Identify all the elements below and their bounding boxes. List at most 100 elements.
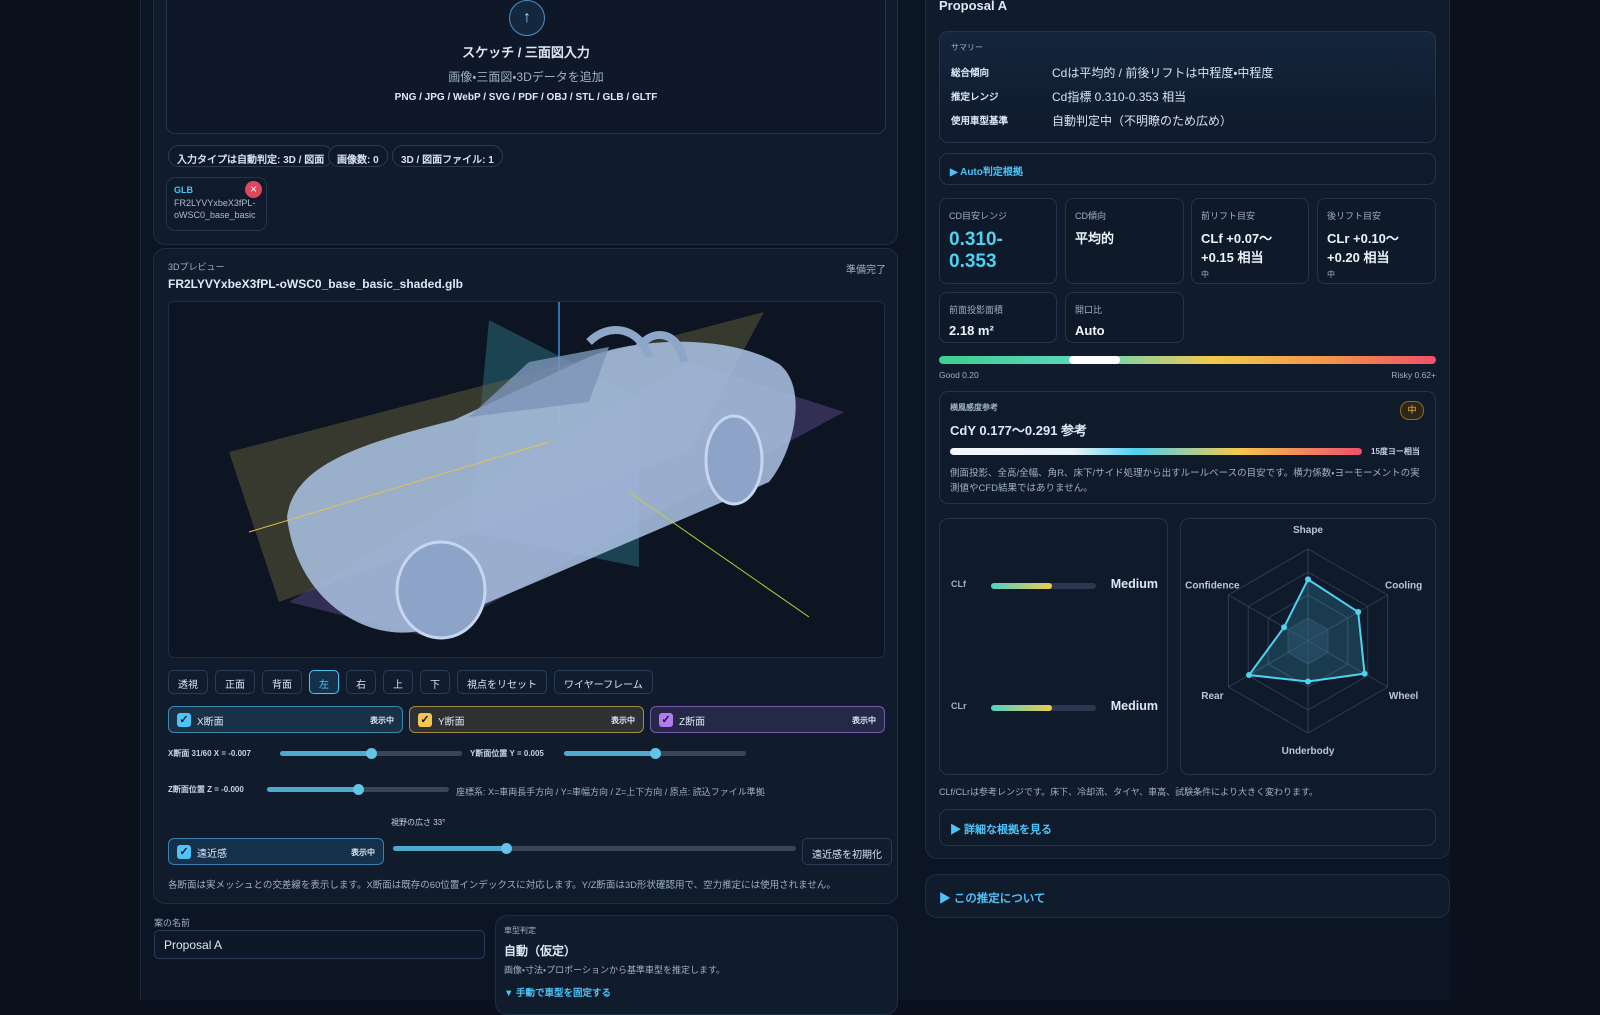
section-toggle[interactable]: ✓ Z断面 表示中 <box>650 706 885 733</box>
vehicle-panel <box>495 915 898 1015</box>
lift-name: CLr <box>951 701 967 711</box>
view-button[interactable]: 視点をリセット <box>457 670 547 694</box>
summary-key: 総合傾向 <box>951 68 990 79</box>
vehicle-toggle[interactable]: ▼ 手動で車型を固定する <box>504 988 612 999</box>
radar-point <box>1305 678 1311 685</box>
rear-wheel <box>704 414 764 506</box>
checkbox: ✓ <box>418 713 432 727</box>
view-button[interactable]: 上 <box>383 670 413 694</box>
metric-label: CD傾向 <box>1075 211 1106 221</box>
spoke <box>1307 640 1388 688</box>
fov-label: 視野の広さ 33° <box>391 818 446 827</box>
toggle-label: Z断面 <box>679 717 706 728</box>
axis-label: Cooling <box>1385 580 1422 591</box>
toggle-state: 表示中 <box>852 716 876 725</box>
axis-label: Rear <box>1201 691 1223 702</box>
metric-value: CLr +0.10〜+0.20 相当 <box>1327 231 1399 265</box>
crosswind-badge: 中 <box>1400 401 1424 420</box>
slider-label: Y断面位置 Y = 0.005 <box>470 749 544 758</box>
about-toggle[interactable]: ▶ この推定について <box>925 874 1450 918</box>
axis-label: Shape <box>1293 525 1323 536</box>
gauge-tick-label: Good 0.20 <box>939 370 979 380</box>
preview-label: 3Dプレビュー <box>168 262 225 272</box>
spoke <box>1228 594 1309 642</box>
lift-name: CLf <box>951 579 966 589</box>
chip: 画像数: 0 <box>328 145 388 167</box>
details-toggle[interactable]: ▶ 詳細な根拠を見る <box>939 809 1436 846</box>
z-slider[interactable] <box>267 784 449 795</box>
metric-label: 前リフト目安 <box>1201 211 1256 221</box>
toggle-label: X断面 <box>197 717 224 728</box>
lift-level: Medium <box>1110 699 1158 713</box>
metric-sub: 中 <box>1327 270 1335 279</box>
auto-basis[interactable]: ▶ Auto判定根拠 <box>939 153 1436 185</box>
view-button[interactable]: ワイヤーフレーム <box>554 670 653 694</box>
lift-bar-fill <box>991 705 1052 711</box>
lift-bar <box>991 583 1096 589</box>
remove-file[interactable]: × <box>245 181 262 198</box>
lift-bar <box>991 705 1096 711</box>
slider-label: Z断面位置 Z = -0.000 <box>168 785 244 794</box>
preview-status: 準備完了 <box>846 265 886 276</box>
metric-card: CD目安レンジ 0.310-0.353 <box>939 198 1057 284</box>
lift-level: Medium <box>1110 577 1158 591</box>
front-wheel <box>395 540 487 640</box>
roll-bars <box>586 326 688 363</box>
vehicle-value: 自動（仮定） <box>504 944 577 958</box>
metric-value: CLf +0.07〜+0.15 相当 <box>1201 231 1273 265</box>
summary-value: Cdは平均的 / 前後リフトは中程度・中程度 <box>1052 66 1274 80</box>
section-toggle[interactable]: ✓ Y断面 表示中 <box>409 706 644 733</box>
summary-key: 推定レンジ <box>951 92 999 103</box>
view-button[interactable]: 下 <box>420 670 450 694</box>
view-button[interactable]: 右 <box>346 670 376 694</box>
y-slider[interactable] <box>564 748 746 759</box>
checkbox[interactable]: ✓ <box>177 845 191 859</box>
metric-label: CD目安レンジ <box>949 211 1007 221</box>
upload-subtitle: 画像・三面図・3Dデータを追加 <box>448 70 604 84</box>
file-type: GLB <box>174 185 193 195</box>
metric-value: 2.18 m² <box>949 323 994 338</box>
view-button[interactable]: 背面 <box>262 670 302 694</box>
toggle-label: 遠近感 <box>197 849 227 860</box>
toggle-label: Y断面 <box>438 717 465 728</box>
axis-label: Underbody <box>1282 746 1335 757</box>
metric-card: 開口比 Auto <box>1065 292 1184 343</box>
x-slider[interactable] <box>280 748 462 759</box>
metric-card: 前リフト目安 CLf +0.07〜+0.15 相当中 <box>1191 198 1309 284</box>
checkbox: ✓ <box>177 713 191 727</box>
vehicle-desc: 画像・寸法・プロポーションから基準車型を推定します。 <box>504 965 726 975</box>
viewer[interactable] <box>168 301 885 658</box>
spoke <box>1307 594 1388 642</box>
upload-icon[interactable]: ↑ <box>509 0 545 36</box>
gauge-track <box>939 356 1436 364</box>
summary-key: 使用車型基準 <box>951 116 1009 127</box>
crosswind-bar <box>950 448 1362 455</box>
fov-slider[interactable] <box>393 843 796 854</box>
y-section-line <box>248 441 550 533</box>
slider-label: X断面 31/60 X = -0.007 <box>168 749 251 758</box>
section-toggle[interactable]: ✓ X断面 表示中 <box>168 706 403 733</box>
name-label: 案の名前 <box>154 918 191 928</box>
metric-card: 後リフト目安 CLr +0.10〜+0.20 相当中 <box>1317 198 1436 284</box>
chip: 入力タイプは自動判定: 3D / 図面 <box>168 145 334 167</box>
radar-point <box>1305 576 1311 583</box>
view-button[interactable]: 左 <box>309 670 339 694</box>
axis-line <box>628 491 810 618</box>
cd-gauge: Good 0.20 Risky 0.62+ <box>939 356 1436 380</box>
name-input[interactable]: Proposal A <box>154 930 485 959</box>
view-buttons: 透視 正面 背面左右上下視点をリセット ワイヤーフレーム <box>168 670 653 694</box>
toggle-state: 表示中 <box>370 716 394 725</box>
checkbox: ✓ <box>659 713 673 727</box>
metric-value: 0.310-0.353 <box>949 229 1003 272</box>
metric-label: 開口比 <box>1075 305 1103 315</box>
coord-note: 座標系: X=車両長手方向 / Y=車幅方向 / Z=上下方向 / 原点: 読込… <box>456 787 765 797</box>
proposal-title: Proposal A <box>939 0 1008 13</box>
view-button[interactable]: 透視 <box>168 670 208 694</box>
upload-title: スケッチ / 三面図入力 <box>462 45 590 60</box>
view-button[interactable]: 正面 <box>215 670 255 694</box>
perspective-toggle[interactable]: ✓ 遠近感 表示中 <box>168 838 384 865</box>
reset-perspective[interactable]: 遠近感を初期化 <box>802 838 892 865</box>
crosswind-label: 横風感度参考 <box>950 403 998 412</box>
crosswind-value: CdY 0.177〜0.291 参考 <box>950 423 1088 438</box>
